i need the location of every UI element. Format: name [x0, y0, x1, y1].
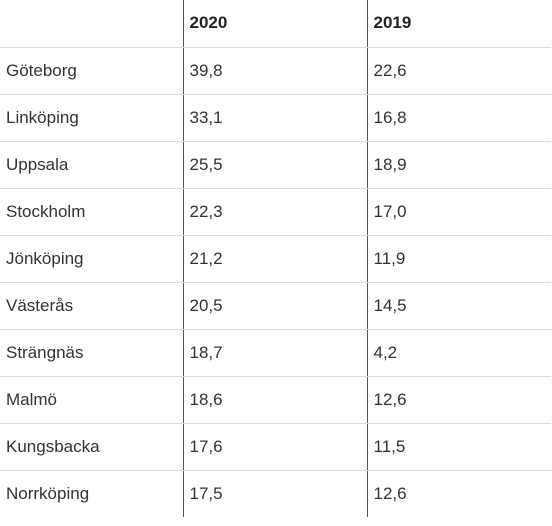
value-2020-cell: 20,5	[182, 282, 367, 330]
value-2020-cell: 39,8	[182, 47, 367, 95]
table-row: Linköping 33,1 16,8	[0, 94, 551, 142]
value-2020-cell: 17,5	[182, 470, 367, 517]
city-cell: Strängnäs	[0, 329, 183, 377]
value-2019-cell: 4,2	[366, 329, 551, 377]
value-2020-cell: 25,5	[182, 141, 367, 189]
value-2020-cell: 17,6	[182, 423, 367, 471]
value-2019-cell: 16,8	[366, 94, 551, 142]
table-row: Västerås 20,5 14,5	[0, 282, 551, 330]
value-2020-cell: 18,6	[182, 376, 367, 424]
city-cell: Göteborg	[0, 47, 183, 95]
table-row: Kungsbacka 17,6 11,5	[0, 423, 551, 471]
header-2020: 2020	[182, 0, 367, 48]
city-cell: Stockholm	[0, 188, 183, 236]
table-body: Göteborg 39,8 22,6 Linköping 33,1 16,8 U…	[0, 47, 551, 517]
value-2020-cell: 22,3	[182, 188, 367, 236]
table-row: Göteborg 39,8 22,6	[0, 47, 551, 95]
city-cell: Västerås	[0, 282, 183, 330]
value-2019-cell: 17,0	[366, 188, 551, 236]
city-cell: Norrköping	[6, 483, 90, 503]
table-header-row: 2020 2019	[0, 0, 551, 48]
value-2020-cell: 18,7	[182, 329, 367, 377]
header-city	[0, 0, 183, 48]
table-row: Malmö 18,6 12,6	[0, 376, 551, 424]
city-cell: Kungsbacka	[0, 423, 183, 471]
value-2020-cell: 33,1	[182, 94, 367, 142]
value-2019-cell: 11,9	[366, 235, 551, 283]
value-2019-cell: 14,5	[366, 282, 551, 330]
table-row: Norrköping 17,5 12,6	[0, 470, 551, 517]
table-row: Stockholm 22,3 17,0	[0, 188, 551, 236]
city-cell: Uppsala	[0, 141, 183, 189]
value-2019-cell: 12,6	[366, 376, 551, 424]
table-row: Strängnäs 18,7 4,2	[0, 329, 551, 377]
city-cell: Jönköping	[0, 235, 183, 283]
city-cell: Malmö	[0, 376, 183, 424]
city-cell: Linköping	[0, 94, 183, 142]
value-2019-cell: 18,9	[366, 141, 551, 189]
header-2019: 2019	[366, 0, 551, 48]
value-2019-cell: 22,6	[366, 47, 551, 95]
table-row: Jönköping 21,2 11,9	[0, 235, 551, 283]
value-2019-cell: 11,5	[366, 423, 551, 471]
value-2019-cell: 12,6	[366, 470, 551, 517]
table-row: Uppsala 25,5 18,9	[0, 141, 551, 189]
value-2020-cell: 21,2	[182, 235, 367, 283]
